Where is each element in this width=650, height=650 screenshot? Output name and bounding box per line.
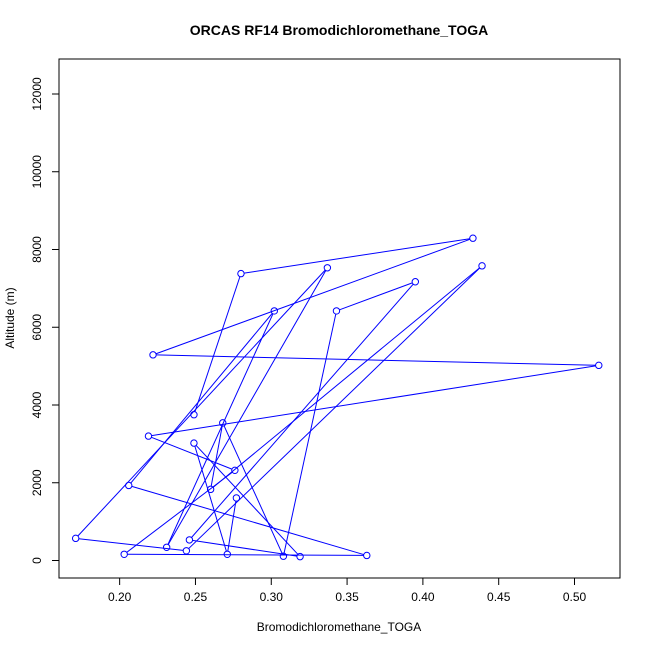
data-point [223,550,232,558]
data-point [190,411,198,419]
series-segment [212,267,480,488]
data-point [332,307,341,315]
y-tick-label: 6000 [30,314,44,341]
x-tick-label: 0.45 [487,590,511,604]
y-tick-label: 10000 [30,155,44,189]
x-tick-label: 0.50 [563,590,587,604]
data-point [231,466,239,475]
series-segment [130,313,273,484]
data-point [162,543,171,551]
data-point [469,234,477,242]
series-segment [167,313,274,545]
x-tick-label: 0.40 [411,590,435,604]
data-point [206,485,215,494]
data-point [144,432,153,440]
y-tick-label: 8000 [30,236,44,263]
series-segment [127,553,364,556]
series-segment [244,238,470,274]
data-point [363,551,371,560]
data-point [120,550,128,558]
series-segment [77,269,326,537]
data-point [279,552,288,560]
series-segment [195,445,299,555]
data-point [478,262,486,270]
data-point [270,307,279,315]
series-segment [210,425,223,487]
x-axis-label: Bromodichloromethane_TOGA [257,620,422,634]
x-tick-label: 0.35 [335,590,359,604]
x-tick-label: 0.20 [108,590,132,604]
series-segment [188,267,481,549]
series-segment [167,270,327,545]
chart-title: ORCAS RF14 Bromodichloromethane_TOGA [190,22,488,38]
series-segment [151,436,233,470]
data-point [595,361,603,370]
x-tick-label: 0.30 [260,590,284,604]
data-point [185,536,194,544]
x-axis: 0.20 0.25 0.30 0.35 0.40 0.45 0.50 [108,577,587,604]
series-segment [283,313,337,554]
y-tick-label: 2000 [30,469,44,496]
series-segment [151,365,596,437]
series-segment [339,282,413,311]
plot-area-frame [58,58,621,579]
series-segment [194,276,241,412]
data-point [296,552,304,561]
data-point [411,278,420,286]
series-segment [227,500,237,552]
data-point [149,351,157,359]
series-segment [78,538,184,551]
series-segment [156,354,596,366]
y-axis-label: Altitude (m) [3,287,17,348]
y-tick-label: 4000 [30,391,44,418]
series-segment [223,425,283,554]
data-point [182,547,191,555]
series-segment [192,539,297,557]
y-tick-label: 0 [30,557,44,564]
data-point [323,264,332,272]
y-axis: 0 2000 4000 6000 8000 10000 12000 [30,77,60,564]
data-point [71,534,80,543]
series-segment [194,446,227,552]
data-point [237,269,245,278]
data-point [219,419,227,427]
series-layer [71,234,603,561]
y-tick-label: 12000 [30,77,44,111]
data-point [125,481,133,490]
series-segment [191,283,414,538]
x-tick-label: 0.25 [184,590,208,604]
data-point [232,494,241,502]
data-point [190,439,198,447]
series-segment [155,238,471,355]
series-segment [131,485,364,556]
